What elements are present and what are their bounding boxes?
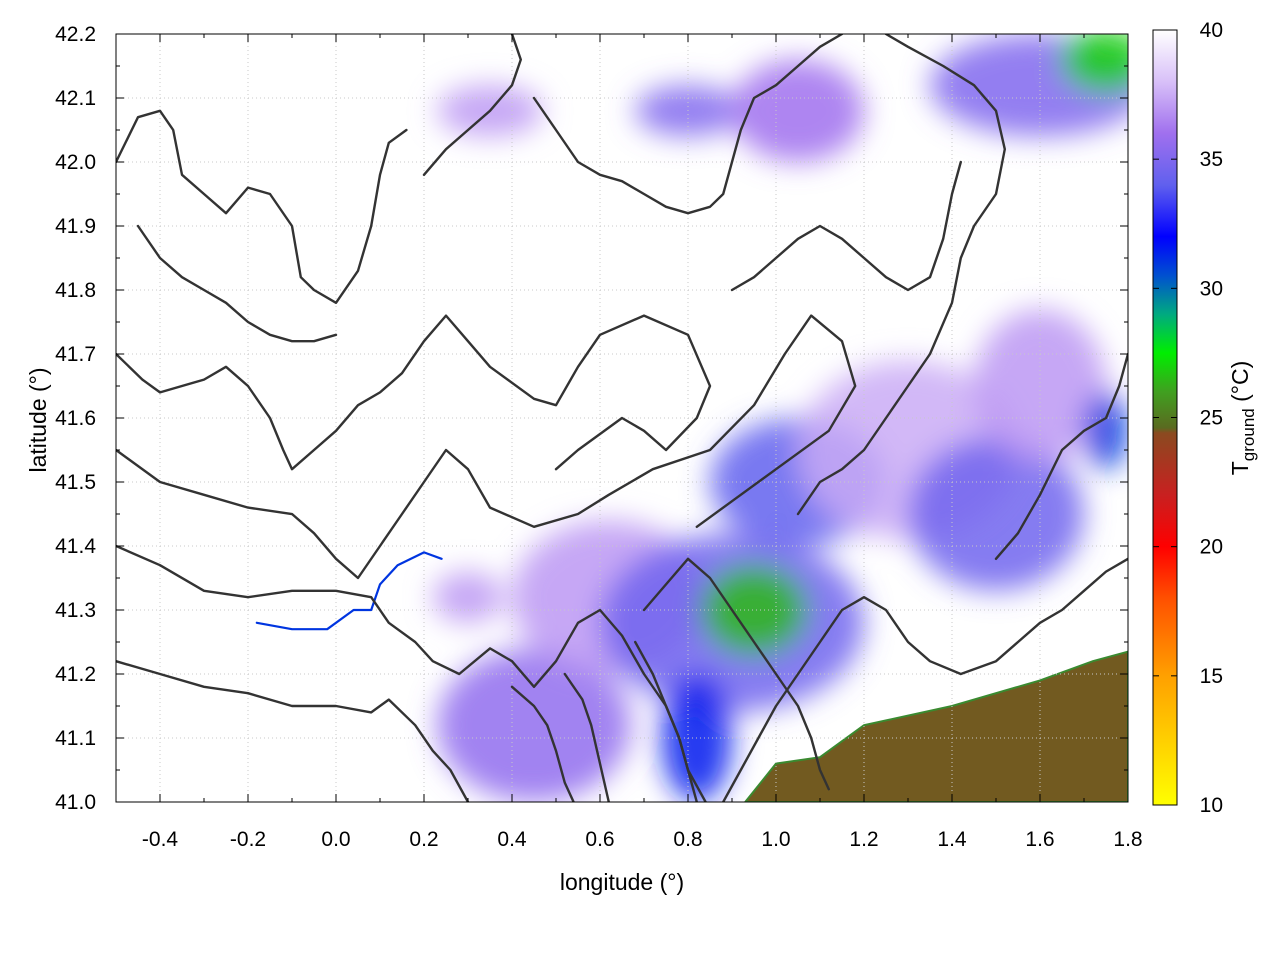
colorbar-tick-label: 35 bbox=[1200, 148, 1223, 171]
contour-line-1 bbox=[116, 314, 712, 471]
river-line bbox=[255, 551, 443, 631]
plot-area: -0.4 -0.2 0.0 0.2 0.4 0.6 0.8 1.0 1.2 1.4 1.6 1.8 4… bbox=[55, 23, 1143, 851]
field-blob-7 bbox=[908, 437, 1084, 591]
contour-line-8 bbox=[634, 640, 707, 802]
y-tick-label: 41.2 bbox=[55, 663, 96, 686]
colorbar: 10 15 20 25 30 35 40 Tground (°C) bbox=[1152, 19, 1258, 817]
y-tick-label: 41.4 bbox=[55, 535, 96, 558]
sea-region bbox=[743, 650, 1128, 802]
contour-line-5 bbox=[510, 685, 575, 802]
contour-line-4 bbox=[116, 660, 470, 802]
colorbar-title-sub: ground bbox=[1239, 408, 1258, 461]
sea-polygon bbox=[743, 650, 1128, 802]
x-tick-label: 1.4 bbox=[937, 828, 967, 851]
colorbar-tick-label: 25 bbox=[1200, 407, 1223, 430]
y-tick-label: 41.8 bbox=[55, 279, 96, 302]
field-blob-13 bbox=[732, 59, 864, 162]
colorbar-tick-label: 10 bbox=[1200, 794, 1223, 817]
colorbar-tick-label: 40 bbox=[1200, 19, 1223, 42]
y-tick-label: 41.7 bbox=[55, 343, 96, 366]
contour-line-11 bbox=[994, 352, 1128, 560]
contour-line-14 bbox=[136, 224, 338, 343]
contour-line-13 bbox=[422, 34, 522, 177]
x-tick-label: -0.4 bbox=[142, 828, 179, 851]
grid bbox=[116, 33, 1129, 803]
x-tick-label: 1.8 bbox=[1113, 828, 1142, 851]
y-tick-label: 41.9 bbox=[55, 215, 96, 238]
field-blob-3 bbox=[701, 565, 807, 655]
x-tick-label: 0.6 bbox=[585, 828, 614, 851]
temperature-field bbox=[432, 34, 1128, 802]
colorbar-ticks: 10 15 20 25 30 35 40 bbox=[1153, 19, 1223, 817]
contour-line-15 bbox=[730, 160, 962, 292]
contour-line-10 bbox=[796, 34, 1006, 516]
x-axis-ticks: -0.4 -0.2 0.0 0.2 0.4 0.6 0.8 1.0 1.2 1.4 1.6 1.8 bbox=[115, 34, 1143, 851]
y-tick-label: 42.0 bbox=[55, 151, 96, 174]
river bbox=[255, 551, 443, 631]
x-tick-label: 1.2 bbox=[849, 828, 878, 851]
contour-line-9 bbox=[722, 557, 1128, 802]
x-tick-label: -0.2 bbox=[230, 828, 266, 851]
colorbar-tick-label: 30 bbox=[1200, 277, 1223, 300]
x-tick-label: 1.0 bbox=[761, 828, 790, 851]
colorbar-tick-label: 20 bbox=[1200, 536, 1223, 559]
x-tick-label: 0.4 bbox=[497, 828, 527, 851]
x-tick-label: 0.8 bbox=[673, 828, 702, 851]
y-tick-label: 42.1 bbox=[55, 87, 96, 110]
y-tick-label: 41.1 bbox=[55, 727, 96, 750]
contour-line-0 bbox=[116, 109, 408, 304]
y-axis-title: latitude (°) bbox=[25, 367, 51, 472]
contour-line-3 bbox=[116, 544, 698, 802]
y-tick-label: 41.3 bbox=[55, 599, 96, 622]
field-blob-15 bbox=[432, 571, 504, 623]
contour-line-7 bbox=[642, 557, 830, 791]
colorbar-title: Tground (°C) bbox=[1227, 361, 1258, 476]
contour-line-12 bbox=[532, 34, 844, 215]
x-tick-label: 0.2 bbox=[409, 828, 438, 851]
field-blob-9 bbox=[1084, 392, 1128, 470]
y-axis-ticks: 41.0 41.1 41.2 41.3 41.4 41.5 41.6 41.7 41.8 41.9… bbox=[55, 23, 1128, 814]
contour-line-2 bbox=[116, 314, 857, 580]
elevation-contours bbox=[116, 34, 1128, 802]
contour-line-6 bbox=[563, 672, 610, 802]
colorbar-title-unit: (°C) bbox=[1227, 361, 1253, 409]
colorbar-tick-label: 15 bbox=[1200, 665, 1223, 688]
y-tick-label: 41.0 bbox=[55, 791, 96, 814]
x-tick-label: 0.0 bbox=[321, 828, 350, 851]
y-tick-label: 41.6 bbox=[55, 407, 96, 430]
field-blob-11 bbox=[1062, 34, 1128, 92]
y-tick-label: 41.5 bbox=[55, 471, 96, 494]
field-blob-0 bbox=[437, 648, 631, 802]
x-axis-title: longitude (°) bbox=[560, 869, 684, 895]
x-tick-label: 1.6 bbox=[1025, 828, 1054, 851]
y-tick-label: 42.2 bbox=[55, 23, 96, 46]
colorbar-title-main: T bbox=[1227, 461, 1253, 475]
